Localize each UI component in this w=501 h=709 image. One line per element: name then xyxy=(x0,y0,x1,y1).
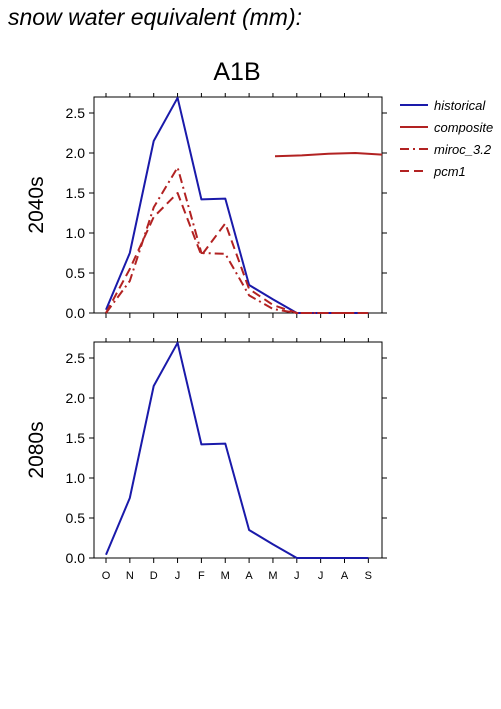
series-line-historical xyxy=(105,96,369,314)
y-tick-label: 1.0 xyxy=(66,470,86,486)
y-tick-label: 0.5 xyxy=(66,510,86,526)
panel-label: 2080s xyxy=(25,421,48,478)
x-tick-label: N xyxy=(126,570,134,582)
panel-label: 2040s xyxy=(25,176,48,233)
y-tick-label: 2.0 xyxy=(66,390,86,406)
legend-label: composite xyxy=(434,120,493,135)
x-tick-label: J xyxy=(294,570,300,582)
legend-label: pcm1 xyxy=(433,164,466,179)
plot-frame xyxy=(93,341,383,559)
y-tick-label: 1.5 xyxy=(66,185,86,201)
x-tick-label: A xyxy=(341,570,349,582)
series-line-composite xyxy=(274,151,383,158)
x-tick-label: M xyxy=(221,570,230,582)
legend-label: miroc_3.2 xyxy=(434,142,492,157)
y-tick-label: 0.0 xyxy=(66,550,86,566)
panel-2040s: 0.0 0.5 1.0 1.5 2.0 2.5 2040s xyxy=(25,93,387,321)
plot-frame xyxy=(93,96,383,314)
y-tick-label: 2.5 xyxy=(66,350,86,366)
y-tick-label: 0.0 xyxy=(66,305,86,321)
x-tick-label: D xyxy=(150,570,158,582)
series-line-historical xyxy=(105,341,369,559)
page-title: snow water equivalent (mm): xyxy=(8,4,302,30)
panels: 0.0 0.5 1.0 1.5 2.0 2.5 2040s 0.0 0.5 1.0 1.5 2.0 2.… xyxy=(25,93,387,582)
legend: historical composite miroc_3.2 pcm1 xyxy=(400,98,493,179)
y-tick-label: 0.5 xyxy=(66,265,86,281)
x-tick-label: F xyxy=(198,570,205,582)
x-tick-label: J xyxy=(175,570,181,582)
y-tick-label: 1.5 xyxy=(66,430,86,446)
x-tick-label: O xyxy=(102,570,111,582)
scenario-title: A1B xyxy=(213,58,260,86)
y-tick-label: 2.0 xyxy=(66,145,86,161)
x-tick-label: M xyxy=(268,570,277,582)
series-line-pcm1 xyxy=(105,192,369,314)
legend-label: historical xyxy=(434,98,486,113)
x-tick-label: A xyxy=(245,570,253,582)
x-tick-label: J xyxy=(318,570,324,582)
y-tick-label: 2.5 xyxy=(66,105,86,121)
x-tick-label: S xyxy=(365,570,372,582)
y-tick-label: 1.0 xyxy=(66,225,86,241)
panel-2080s: 0.0 0.5 1.0 1.5 2.0 2.5 O N D J F M A M J J A S 2080s xyxy=(25,338,387,582)
